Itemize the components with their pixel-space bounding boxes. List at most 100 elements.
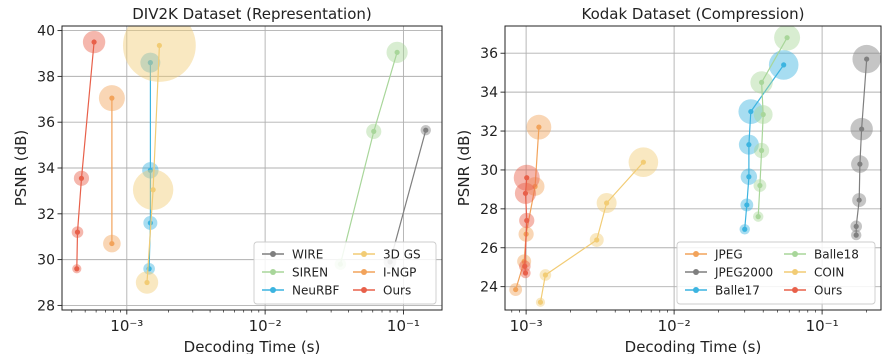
legend-swatch-marker xyxy=(792,251,798,257)
y-axis-label: PSNR (dB) xyxy=(12,130,30,207)
series-line-ours xyxy=(76,41,95,269)
chart-title: Kodak Dataset (Compression) xyxy=(582,5,805,23)
data-point xyxy=(74,266,80,272)
legend: JPEG JPEG2000 Balle17 Balle18 COIN Ours xyxy=(676,241,876,305)
series-ours xyxy=(513,164,540,279)
y-tick-label: 34 xyxy=(37,161,55,177)
legend-entry-jpeg: JPEG xyxy=(685,248,743,262)
data-point xyxy=(524,175,530,181)
data-point xyxy=(748,108,754,115)
data-point xyxy=(394,49,400,55)
data-point xyxy=(537,299,544,305)
chart-panel-2: 10⁻³ 10⁻² 10⁻¹ 24 26 28 30 32 34 36 Kodak Dataset … xyxy=(455,5,882,354)
series-ours xyxy=(71,30,106,274)
plot-area xyxy=(71,26,431,294)
legend-entry-balle17: Balle17 xyxy=(685,284,760,298)
legend-label: JPEG xyxy=(714,248,743,262)
data-point xyxy=(758,147,765,154)
legend-entry-3d-gs: 3D GS xyxy=(353,248,421,262)
series-coin xyxy=(535,147,659,307)
y-tick-label: 38 xyxy=(37,69,55,85)
axes-frame xyxy=(504,25,882,311)
axes-frame xyxy=(61,25,443,311)
data-point xyxy=(423,127,429,133)
y-tick-label: 30 xyxy=(480,163,498,179)
legend-swatch-marker xyxy=(792,287,798,293)
data-bubble xyxy=(122,26,196,82)
data-point xyxy=(864,56,870,62)
series-line-wire xyxy=(389,130,427,263)
data-point xyxy=(746,174,752,180)
data-point xyxy=(522,190,529,196)
data-point xyxy=(604,200,610,206)
legend-swatch-marker xyxy=(361,251,367,257)
legend-swatch-marker xyxy=(693,269,699,275)
data-point xyxy=(513,286,519,293)
y-tick-label: 34 xyxy=(480,85,498,101)
series-jpeg xyxy=(509,114,552,296)
data-point xyxy=(522,270,529,276)
data-point xyxy=(150,187,156,193)
data-point xyxy=(640,159,646,165)
legend-entry-i-ngp: I-NGP xyxy=(353,266,416,280)
x-tick-label: 10⁻² xyxy=(658,317,691,335)
data-point xyxy=(853,232,859,238)
series-neurbf xyxy=(140,52,161,275)
x-tick-label: 10⁻² xyxy=(249,317,282,335)
legend-entry-coin: COIN xyxy=(784,266,844,280)
legend-box xyxy=(253,241,437,305)
x-tick-label: 10⁻¹ xyxy=(806,317,839,335)
data-point xyxy=(760,111,766,118)
legend: WIRE SIREN NeuRBF 3D GS I-NGP Ours xyxy=(253,241,437,305)
data-point xyxy=(532,183,538,190)
legend-entry-neurbf: NeuRBF xyxy=(262,284,340,298)
data-point xyxy=(755,214,761,220)
x-tick-label: 10⁻³ xyxy=(510,317,543,335)
series-jpeg2000 xyxy=(850,44,881,241)
legend-swatch-marker xyxy=(270,269,276,275)
plot-area xyxy=(509,26,881,307)
legend-entry-wire: WIRE xyxy=(262,248,323,262)
data-point xyxy=(781,62,787,68)
y-tick-label: 30 xyxy=(37,253,55,269)
legend-swatch-marker xyxy=(693,287,699,293)
data-point xyxy=(74,229,81,235)
legend-label: Ours xyxy=(814,284,842,298)
legend-swatch-marker xyxy=(270,251,276,257)
y-tick-label: 28 xyxy=(480,202,498,218)
data-point xyxy=(784,35,790,41)
data-point xyxy=(109,95,115,101)
legend-swatch-marker xyxy=(792,269,798,275)
legend-swatch-marker xyxy=(361,269,367,275)
data-point xyxy=(542,272,549,278)
legend-label: Ours xyxy=(383,284,411,298)
y-axis-label: PSNR (dB) xyxy=(455,130,473,207)
data-point xyxy=(147,60,153,66)
data-point xyxy=(522,263,528,269)
y-tick-label: 36 xyxy=(37,115,55,131)
legend-label: COIN xyxy=(814,266,844,280)
x-tick-label: 10⁻³ xyxy=(110,317,143,335)
legend-label: Balle18 xyxy=(814,248,859,262)
data-point xyxy=(742,226,748,232)
legend-label: SIREN xyxy=(292,266,328,280)
data-point xyxy=(594,237,600,243)
data-point xyxy=(856,197,862,203)
x-axis-label: Decoding Time (s) xyxy=(184,338,321,354)
data-point xyxy=(524,217,530,224)
legend-entry-jpeg2000: JPEG2000 xyxy=(685,266,773,280)
legend-label: 3D GS xyxy=(383,248,421,262)
chart-title: DIV2K Dataset (Representation) xyxy=(132,5,372,23)
legend-label: Balle17 xyxy=(715,284,760,298)
legend-swatch-marker xyxy=(270,287,276,293)
data-point xyxy=(78,175,85,181)
data-point xyxy=(91,39,97,45)
legend-entry-ours: Ours xyxy=(784,284,842,298)
data-point xyxy=(536,124,542,130)
data-point xyxy=(144,279,150,286)
x-axis-label: Decoding Time (s) xyxy=(625,338,762,354)
data-point xyxy=(744,202,750,208)
chart-panel-1: 10⁻³ 10⁻² 10⁻¹ 28 30 32 34 36 38 40 DIV2K Dataset … xyxy=(12,5,443,354)
data-point xyxy=(371,128,377,134)
